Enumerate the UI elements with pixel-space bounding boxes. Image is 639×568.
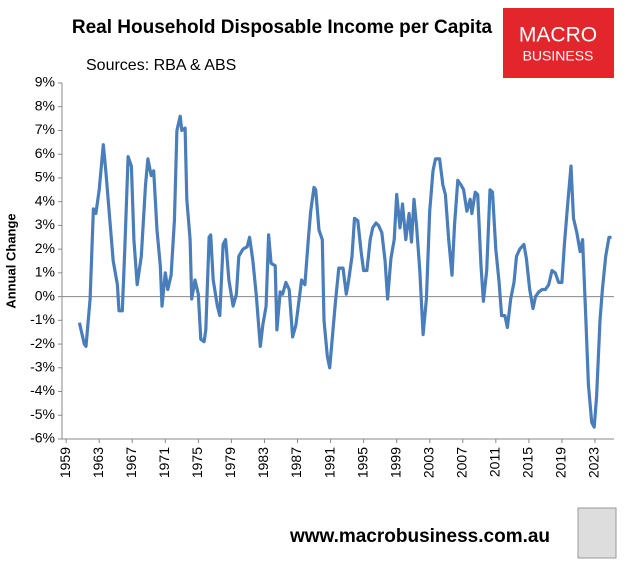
y-tick-label: 5% bbox=[35, 169, 55, 185]
chart-subtitle: Sources: RBA & ABS bbox=[86, 57, 236, 74]
footer: www.macrobusiness.com.au bbox=[289, 526, 550, 547]
x-tick-label: 1983 bbox=[255, 447, 271, 478]
data-line bbox=[77, 114, 612, 429]
wolf-icon bbox=[577, 507, 617, 559]
x-tick-label: 1975 bbox=[189, 447, 205, 478]
x-tick-label: 2007 bbox=[453, 447, 469, 478]
logo-bottom: BUSINESS bbox=[523, 48, 594, 64]
logo-box bbox=[503, 8, 614, 78]
y-tick-label: 9% bbox=[35, 74, 55, 90]
x-tick-label: 1979 bbox=[222, 447, 238, 478]
x-tick-label: 2011 bbox=[487, 447, 503, 477]
y-tick-label: -3% bbox=[30, 359, 55, 375]
x-tick-label: 1991 bbox=[321, 447, 337, 478]
y-tick-label: 1% bbox=[35, 264, 55, 280]
y-tick-label: 0% bbox=[35, 287, 55, 303]
x-tick-label: 2019 bbox=[553, 447, 569, 478]
y-tick-label: 3% bbox=[35, 216, 55, 232]
x-tick-label: 1971 bbox=[156, 447, 172, 478]
y-axis-label: Annual Change bbox=[3, 213, 18, 308]
y-tick-label: 8% bbox=[35, 97, 55, 113]
plot-area: -6% -5% -4% -3% -2% -1% 0% 1% 2% 3% 4% 5% 6% 7% 8% 9% 19… bbox=[30, 74, 614, 478]
y-tick-label: -4% bbox=[30, 382, 55, 398]
y-tick-label: -1% bbox=[30, 311, 55, 327]
x-tick-label: 1963 bbox=[90, 447, 106, 478]
x-tick-label: 1959 bbox=[57, 447, 73, 478]
x-tick-label: 1967 bbox=[123, 447, 139, 478]
logo-top: MACRO bbox=[519, 24, 597, 47]
x-tick-label: 1987 bbox=[288, 447, 304, 478]
chart-title: Real Household Disposable Income per Cap… bbox=[72, 17, 493, 38]
y-tick-label: 7% bbox=[35, 121, 55, 137]
y-tick-label: -6% bbox=[30, 430, 55, 446]
x-tick-label: 1999 bbox=[387, 447, 403, 478]
x-tick-label: 2003 bbox=[420, 447, 436, 478]
x-tick-label: 2023 bbox=[586, 447, 602, 478]
y-tick-label: 2% bbox=[35, 240, 55, 256]
y-tick-label: 6% bbox=[35, 145, 55, 161]
x-tick-label: 2015 bbox=[520, 447, 536, 478]
y-tick-label: -2% bbox=[30, 335, 55, 351]
x-tick-label: 1995 bbox=[354, 447, 370, 478]
y-tick-label: -5% bbox=[30, 406, 55, 422]
y-tick-label: 4% bbox=[35, 192, 55, 208]
